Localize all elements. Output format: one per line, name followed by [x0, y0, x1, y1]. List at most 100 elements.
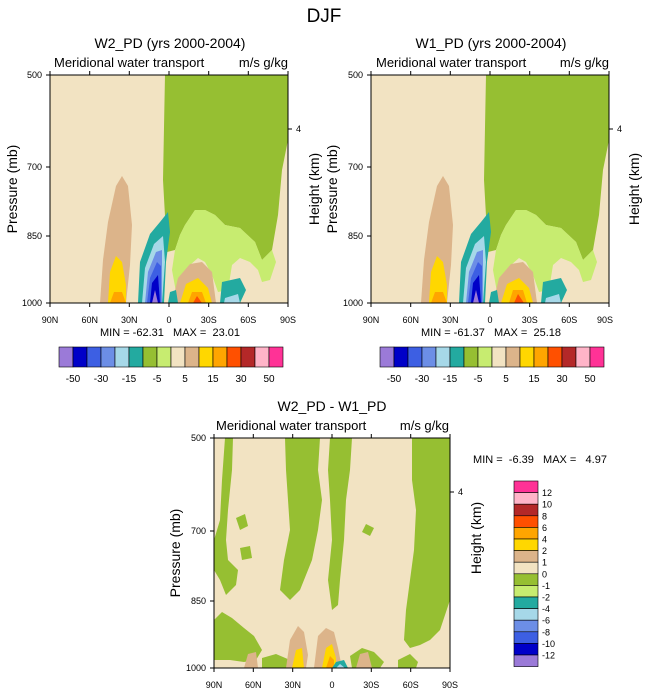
field-yg-mid2	[328, 438, 352, 610]
colorbar-box	[184, 346, 200, 368]
colorbar-box	[463, 346, 479, 368]
colorbar-label: 10	[542, 500, 552, 510]
x-tick: 30N	[442, 315, 459, 325]
panel-w2-ylabel-right: Height (km)	[306, 153, 322, 225]
panel-diff-ylabel: Pressure (mb)	[167, 509, 183, 598]
field-n-purple	[152, 290, 158, 303]
panel-w2-title: W2_PD (yrs 2000-2004)	[95, 35, 246, 51]
field-lightblue	[224, 294, 240, 303]
panel-diff-field	[214, 438, 450, 668]
colorbar-box	[513, 515, 539, 528]
colorbar-label: -15	[443, 374, 458, 385]
colorbar-box	[407, 346, 423, 368]
colorbar-box	[513, 538, 539, 551]
colorbar-box	[513, 654, 539, 667]
colorbar-box	[561, 346, 577, 368]
colorbar-label: 4	[542, 535, 547, 545]
x-tick: 90N	[42, 315, 59, 325]
colorbar-box	[421, 346, 437, 368]
y-tick: 1000	[22, 298, 42, 308]
colorbar-box	[575, 346, 591, 368]
colorbar-label: -30	[415, 374, 430, 385]
colorbar-box	[72, 346, 88, 368]
x-tick: 0	[329, 680, 334, 690]
y-tick: 500	[348, 70, 363, 80]
field-n-purple	[473, 290, 479, 303]
colorbar-box	[491, 346, 507, 368]
y-right-tick: 4	[617, 124, 622, 134]
colorbar-box	[86, 346, 102, 368]
field-diff-lightblue	[336, 664, 345, 668]
panel-w1-ylabel: Pressure (mb)	[324, 145, 340, 234]
field-lightgreen	[172, 210, 276, 292]
colorbar-box	[100, 346, 116, 368]
panel-w1-field	[371, 75, 609, 303]
x-tick: 60S	[561, 315, 577, 325]
x-tick: 60N	[245, 680, 262, 690]
panel-diff-left-string: Meridional water transport	[216, 418, 367, 433]
colorbar-label: 5	[503, 374, 509, 385]
field-s-red	[514, 294, 524, 303]
x-tick: 60S	[240, 315, 256, 325]
colorbar-label: -15	[122, 374, 137, 385]
colorbar-box	[513, 631, 539, 644]
field-orange	[431, 292, 447, 303]
field-n-navy	[471, 275, 481, 303]
colorbar-box	[513, 643, 539, 656]
colorbar-label: 15	[207, 374, 219, 385]
colorbar-label: 6	[542, 523, 547, 533]
field-brown	[100, 176, 132, 303]
colorbar-box	[393, 346, 409, 368]
colorbar-box	[513, 561, 539, 575]
panel-w1-right-string: m/s g/kg	[560, 55, 609, 70]
panel-w1: W1_PD (yrs 2000-2004) Meridional water t…	[324, 35, 642, 339]
panel-w1-title: W1_PD (yrs 2000-2004)	[416, 35, 567, 51]
y-tick: 700	[191, 526, 206, 536]
figure-title: DJF	[307, 6, 342, 27]
panel-diff: W2_PD - W1_PD Meridional water transport…	[167, 398, 607, 690]
x-tick: 90S	[442, 680, 458, 690]
y-right-tick: 4	[296, 124, 301, 134]
colorbar-label: -1	[542, 581, 550, 591]
x-tick: 30N	[121, 315, 138, 325]
y-tick: 850	[348, 231, 363, 241]
field-x-teal	[489, 290, 499, 303]
field-yg-bottom4	[398, 654, 418, 668]
colorbar-w1: -50 -30 -15 -5 5 15 30 50	[379, 346, 605, 385]
field-yg-spot1	[236, 514, 248, 530]
panel-w1-ylabel-right: Height (km)	[626, 153, 642, 225]
colorbar-box	[513, 608, 539, 621]
colorbar-label: 1	[542, 558, 547, 568]
colorbar-box	[513, 480, 539, 493]
x-tick: 30S	[201, 315, 217, 325]
colorbar-box	[513, 550, 539, 563]
colorbar-box	[114, 346, 130, 368]
y-tick: 1000	[343, 298, 363, 308]
colorbar-label: -30	[94, 374, 109, 385]
colorbar-label: -2	[542, 593, 550, 603]
field-yellowgreen	[484, 75, 609, 260]
colorbar-label: -8	[542, 627, 550, 637]
colorbar-box	[142, 346, 158, 368]
panel-w1-left-string: Meridional water transport	[376, 55, 527, 70]
field-s-red	[193, 296, 202, 303]
panel-w2: W2_PD (yrs 2000-2004) Meridional water t…	[4, 35, 322, 339]
field-yg-bottom	[214, 612, 262, 662]
colorbar-box	[128, 346, 144, 368]
field-teal	[220, 278, 246, 303]
panel-w2-right-string: m/s g/kg	[239, 55, 288, 70]
field-diff-brown4	[244, 652, 258, 668]
x-tick: 60N	[81, 315, 98, 325]
colorbar-box	[513, 503, 539, 517]
x-tick: 30S	[522, 315, 538, 325]
colorbar-box	[449, 346, 465, 368]
field-n-navy	[150, 275, 160, 303]
colorbar-box	[519, 346, 535, 368]
y-tick: 850	[27, 231, 42, 241]
field-yellow	[429, 256, 447, 303]
colorbar-box	[198, 346, 214, 368]
field-yg-left	[214, 438, 238, 595]
colorbar-box	[254, 346, 270, 368]
panel-w2-axis-ticks	[46, 71, 292, 307]
